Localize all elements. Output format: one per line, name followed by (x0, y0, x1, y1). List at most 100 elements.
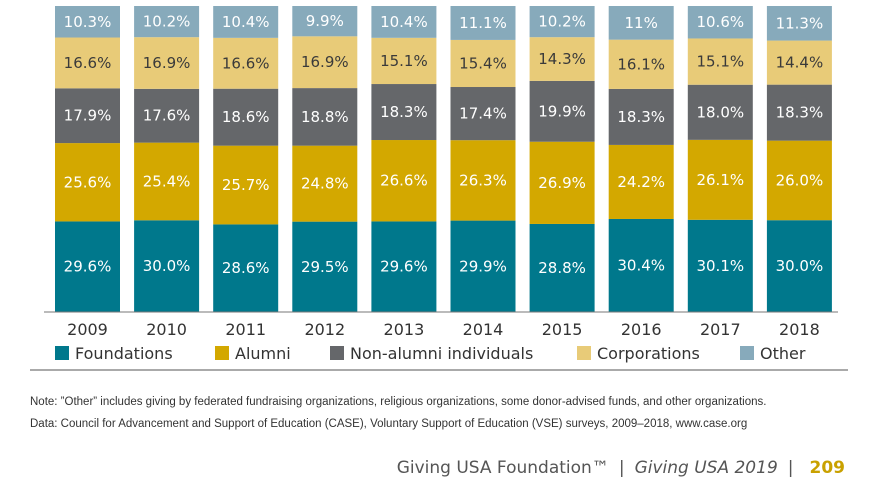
bar-segment (213, 37, 279, 89)
data-label: 15.1% (380, 52, 428, 70)
bar-segment (371, 140, 437, 222)
legend-swatch (740, 346, 754, 360)
data-label: 16.9% (301, 53, 349, 71)
legend-label: Corporations (597, 344, 700, 363)
bar-segment (529, 223, 595, 312)
legend-swatch (215, 346, 229, 360)
bar-segment (529, 37, 595, 81)
x-tick-label: 2015 (542, 320, 583, 339)
bar-segment (55, 143, 120, 222)
legend-label: Foundations (75, 344, 173, 363)
bar-segment (450, 39, 516, 88)
data-label: 15.4% (459, 54, 507, 72)
data-label: 19.9% (538, 102, 586, 120)
x-tick-label: 2017 (700, 320, 741, 339)
page-footer: Giving USA Foundation™ | Giving USA 2019 | 2… (397, 458, 845, 478)
bar-segment (213, 6, 279, 38)
bar-segment (766, 220, 832, 312)
bar-segment (450, 6, 516, 40)
footer-publication: Giving USA 2019 (634, 458, 778, 478)
bar-segment (687, 219, 753, 312)
x-tick-label: 2013 (384, 320, 425, 339)
bar-segment (55, 6, 120, 38)
x-tick-label: 2009 (67, 320, 108, 339)
data-label: 10.4% (222, 13, 270, 31)
data-label: 29.6% (64, 258, 112, 276)
bar-segment (608, 39, 674, 89)
data-label: 29.6% (380, 258, 428, 276)
bar-segment (292, 88, 358, 146)
bar-segment (213, 224, 279, 312)
legend-label: Alumni (235, 344, 291, 363)
data-label: 26.3% (459, 171, 507, 189)
x-tick-label: 2018 (779, 320, 820, 339)
legend-swatch (577, 346, 591, 360)
data-label: 9.9% (306, 12, 344, 30)
note-data-source: Data: Council for Advancement and Suppor… (30, 418, 748, 430)
data-label: 30.0% (143, 257, 191, 275)
legend-swatch (55, 346, 69, 360)
data-label: 26.1% (696, 171, 744, 189)
data-label: 26.9% (538, 174, 586, 192)
data-label: 28.6% (222, 259, 270, 277)
data-label: 16.6% (64, 54, 112, 72)
x-tick-label: 2010 (146, 320, 187, 339)
bar-segment (687, 6, 753, 39)
data-label: 17.4% (459, 105, 507, 123)
data-label: 26.6% (380, 172, 428, 190)
data-label: 10.4% (380, 13, 428, 31)
x-tick-label: 2012 (304, 320, 345, 339)
bar-segment (134, 142, 200, 221)
data-label: 30.4% (617, 256, 665, 274)
data-label: 14.3% (538, 50, 586, 68)
bar-segment (371, 37, 437, 85)
bar-segment (371, 6, 437, 38)
data-label: 17.9% (64, 107, 112, 125)
bar-segment (450, 87, 516, 141)
footer-separator: | (787, 458, 794, 478)
bar-segment (608, 88, 674, 145)
bar-segment (687, 84, 753, 140)
bars-group: 29.6% 25.6% 17.9% 16.6% 10.3% 30.0% 25.4% 17.6%… (55, 6, 832, 312)
bar-segment (766, 84, 832, 141)
data-label: 18.3% (776, 104, 824, 122)
year-labels: 2009 2010 2011 2012 2013 2014 2015 2016 2017 2018 (67, 320, 820, 339)
data-label: 11% (625, 14, 658, 32)
data-label: 11.3% (776, 14, 824, 32)
bar-segment (55, 37, 120, 89)
x-tick-label: 2014 (463, 320, 504, 339)
data-label: 10.3% (64, 13, 112, 31)
data-label: 16.9% (143, 54, 191, 72)
data-label: 17.6% (143, 107, 191, 125)
bar-segment (529, 141, 595, 224)
data-label: 14.4% (776, 54, 824, 72)
bar-segment (608, 218, 674, 312)
bar-segment (450, 220, 516, 312)
bar-segment (55, 88, 120, 144)
bar-segment (134, 220, 200, 312)
bar-segment (292, 145, 358, 222)
data-label: 11.1% (459, 14, 507, 32)
bar-segment (134, 37, 200, 89)
bar-segment (292, 221, 358, 312)
bar-segment (292, 6, 358, 37)
data-label: 18.8% (301, 108, 349, 126)
bar-segment (450, 140, 516, 221)
data-label: 29.9% (459, 257, 507, 275)
page-number: 209 (809, 458, 846, 478)
bar-segment (687, 139, 753, 220)
data-label: 10.2% (143, 13, 191, 31)
data-label: 16.6% (222, 54, 270, 72)
data-label: 10.6% (696, 13, 744, 31)
bar-segment (134, 6, 200, 38)
data-label: 25.4% (143, 172, 191, 190)
data-label: 16.1% (617, 55, 665, 73)
bar-segment (529, 6, 595, 38)
data-label: 30.0% (776, 257, 824, 275)
data-label: 24.2% (617, 173, 665, 191)
bar-segment (529, 80, 595, 142)
bar-segment (608, 6, 674, 40)
note-other-definition: Note: ”Other” includes giving by federat… (30, 396, 767, 408)
data-label: 18.0% (696, 103, 744, 121)
